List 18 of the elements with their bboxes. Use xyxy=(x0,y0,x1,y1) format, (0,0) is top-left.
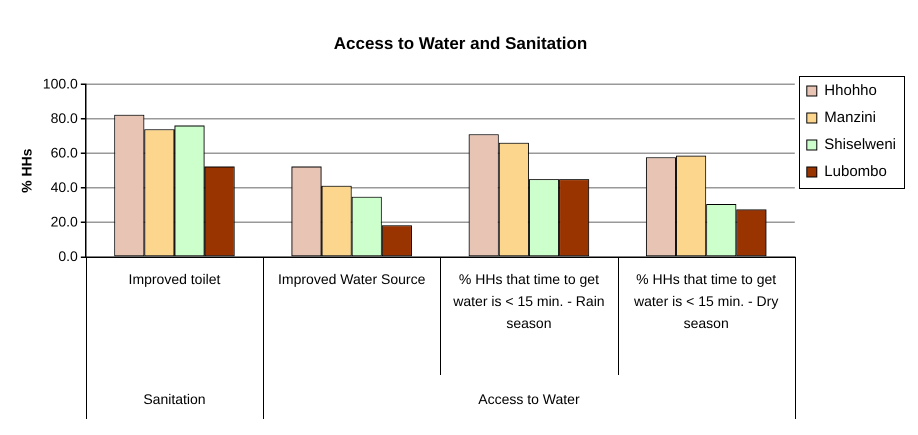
y-tick-label: 80.0 xyxy=(50,110,78,126)
y-tick-label: 40.0 xyxy=(50,178,78,195)
x-tick-label: Improved toilet xyxy=(128,270,220,287)
y-tick-label: 100.0 xyxy=(42,75,78,92)
x-tick-label: Improved Water Source xyxy=(278,270,426,287)
x-tick-label: % HHs that time to get water is < 15 min. - Rain season xyxy=(452,270,605,331)
legend-label: Lubombo xyxy=(824,163,887,180)
y-axis-title: % HHs xyxy=(18,148,34,193)
text: Sanitation xyxy=(143,390,206,407)
y-tick-label: 60.0 xyxy=(50,144,78,160)
legend-label: Manzini xyxy=(824,109,876,126)
y-tick-label: 0.0 xyxy=(58,248,78,264)
text: Access to Water xyxy=(478,390,580,407)
legend-label: Shiselweni xyxy=(824,136,896,154)
legend-label: Hhohho xyxy=(824,82,877,100)
chart-title: Access to Water and Sanitation xyxy=(334,34,588,53)
x-tick-label: % HHs that time to get water is < 15 min. - Dry season xyxy=(633,270,778,331)
y-tick-label: 20.0 xyxy=(50,213,78,230)
